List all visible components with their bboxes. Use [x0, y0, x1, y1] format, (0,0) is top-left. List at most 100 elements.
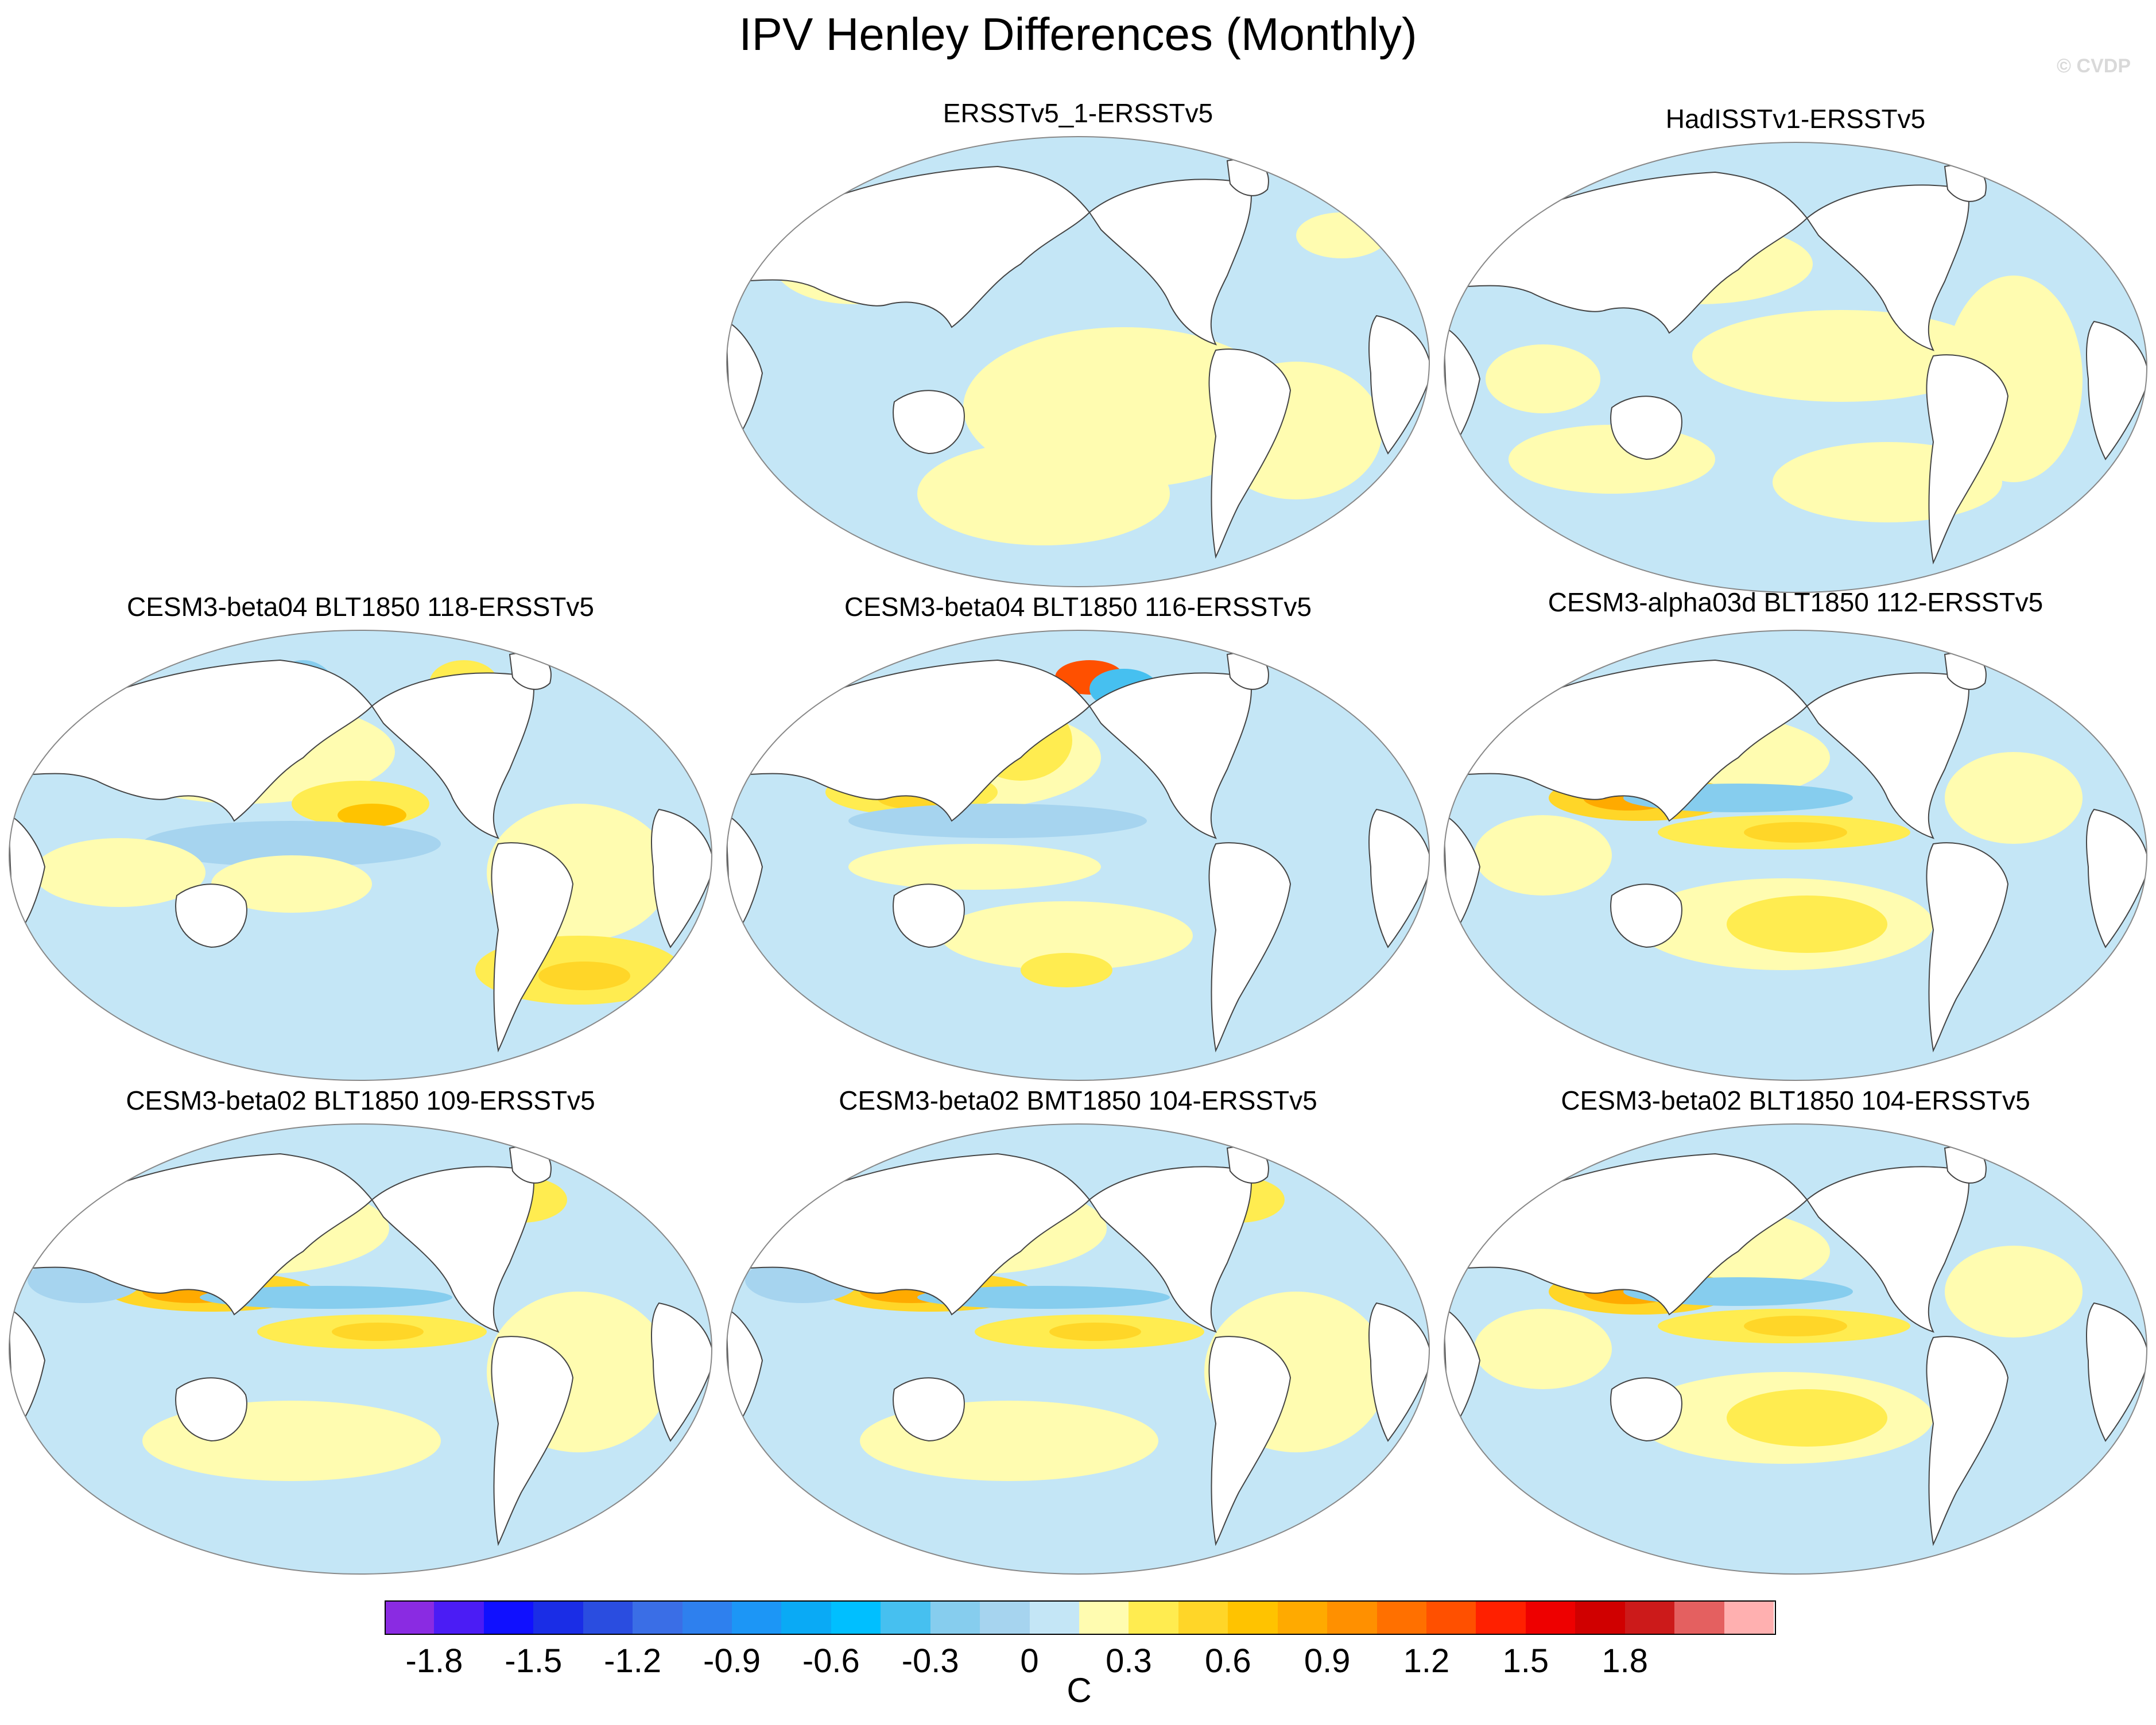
land-mass [1610, 396, 1682, 460]
land-mass [1610, 883, 1682, 948]
map-panel-5 [1444, 630, 2147, 1081]
panel-title-8: CESM3-beta02 BLT1850 104-ERSSTv5 [1561, 1086, 2030, 1115]
land-mass [1088, 672, 1252, 839]
anomaly-contour [1474, 815, 1612, 896]
map-border [1444, 142, 2147, 593]
map-border [1444, 1123, 2147, 1575]
land-mass [491, 1336, 574, 1546]
map-panel-1 [726, 136, 1430, 587]
anomaly-contour [1945, 752, 2083, 844]
colorbar-unit: C [1067, 1671, 1092, 1710]
anomaly-contour [1744, 822, 1847, 843]
colorbar-tick-label: 0 [1020, 1642, 1039, 1680]
land-mass [175, 1377, 247, 1442]
land-mass [1088, 179, 1252, 346]
land-mass [175, 883, 247, 948]
land-mass [1610, 1377, 1682, 1442]
map-border [1444, 630, 2147, 1081]
colorbar-swatch [930, 1600, 980, 1634]
land-mass [1208, 842, 1292, 1053]
land-mass [371, 1166, 534, 1333]
anomaly-contour [1509, 425, 1715, 494]
land-mass [1806, 672, 1969, 839]
panel-title-5: CESM3-alpha03d BLT1850 112-ERSSTv5 [1548, 587, 2043, 617]
colorbar-swatch [483, 1600, 534, 1634]
colorbar-tick-label: 1.2 [1403, 1642, 1450, 1680]
map-border [9, 1123, 712, 1575]
colorbar-swatch [1674, 1600, 1725, 1634]
land-mass [1368, 808, 1429, 948]
panel-title-1: ERSSTv5_1-ERSSTv5 [943, 98, 1213, 128]
land-mass [651, 808, 712, 948]
colorbar-swatch [831, 1600, 881, 1634]
colorbar-swatch [583, 1600, 633, 1634]
land-mass [371, 672, 534, 839]
anomaly-contour [1727, 1389, 1887, 1447]
colorbar-swatch [682, 1600, 732, 1634]
colorbar-tick-label: -0.6 [802, 1642, 860, 1680]
colorbar-swatch [1525, 1600, 1576, 1634]
land-mass [893, 1377, 965, 1442]
anomaly-contour [33, 838, 205, 907]
anomaly-contour [200, 1286, 452, 1309]
anomaly-contour [211, 855, 372, 913]
colorbar-swatch [1129, 1600, 1179, 1634]
land-mass [1926, 1336, 2009, 1546]
colorbar-tick-label: 0.3 [1106, 1642, 1152, 1680]
map-panel-7 [726, 1123, 1430, 1575]
land-mass [1926, 354, 2009, 565]
map-panel-3 [9, 630, 712, 1081]
anomaly-contour [940, 901, 1193, 970]
anomaly-contour [917, 442, 1170, 545]
colorbar-swatch [1228, 1600, 1278, 1634]
colorbar-tick-label: -1.8 [405, 1642, 463, 1680]
colorbar-tick-label: -0.3 [901, 1642, 959, 1680]
land-mass [491, 842, 574, 1053]
map-border [726, 1123, 1430, 1575]
map-panel-6 [9, 1123, 712, 1575]
colorbar-swatch [1426, 1600, 1476, 1634]
colorbar-swatch [980, 1600, 1030, 1634]
colorbar-swatch [732, 1600, 782, 1634]
colorbar-swatch [1029, 1600, 1080, 1634]
land-mass [2086, 1302, 2147, 1442]
land-mass [1208, 348, 1292, 559]
colorbar-swatch [633, 1600, 683, 1634]
anomaly-contour [1474, 1309, 1612, 1389]
land-mass [1806, 1166, 1969, 1333]
credit-watermark: © CVDP [2057, 55, 2131, 77]
land-mass [1368, 315, 1429, 455]
anomaly-contour [1021, 953, 1112, 987]
colorbar-swatch [1575, 1600, 1626, 1634]
colorbar-swatch [434, 1600, 484, 1634]
panel-title-6: CESM3-beta02 BLT1850 109-ERSSTv5 [126, 1086, 595, 1115]
anomaly-contour [332, 1323, 424, 1341]
anomaly-contour [1945, 1246, 2083, 1338]
anomaly-contour [1727, 896, 1887, 953]
figure-title: IPV Henley Differences (Monthly) [739, 9, 1417, 60]
map-border [726, 630, 1430, 1081]
land-mass [1088, 1166, 1252, 1333]
map-panel-8 [1444, 1123, 2147, 1575]
anomaly-contour [848, 804, 1147, 838]
anomaly-contour [1049, 1323, 1141, 1341]
land-mass [651, 1302, 712, 1442]
colorbar-tick-label: 0.9 [1304, 1642, 1351, 1680]
colorbar-tick-label: 0.6 [1204, 1642, 1251, 1680]
colorbar-tick-label: -1.5 [505, 1642, 563, 1680]
land-mass [893, 390, 965, 455]
colorbar-swatch [1376, 1600, 1427, 1634]
land-mass [1368, 1302, 1429, 1442]
panel-title-3: CESM3-beta04 BLT1850 118-ERSSTv5 [127, 592, 594, 622]
anomaly-contour [142, 821, 441, 867]
colorbar-swatch [533, 1600, 584, 1634]
anomaly-contour [848, 844, 1101, 890]
land-mass [2086, 808, 2147, 948]
colorbar-swatch [881, 1600, 931, 1634]
colorbar-swatch [781, 1600, 832, 1634]
colorbar-swatch [1476, 1600, 1526, 1634]
anomaly-contour [1486, 344, 1600, 413]
colorbar-swatch [1624, 1600, 1675, 1634]
colorbar-tick-label: -1.2 [604, 1642, 662, 1680]
map-panel-2 [1444, 142, 2147, 593]
